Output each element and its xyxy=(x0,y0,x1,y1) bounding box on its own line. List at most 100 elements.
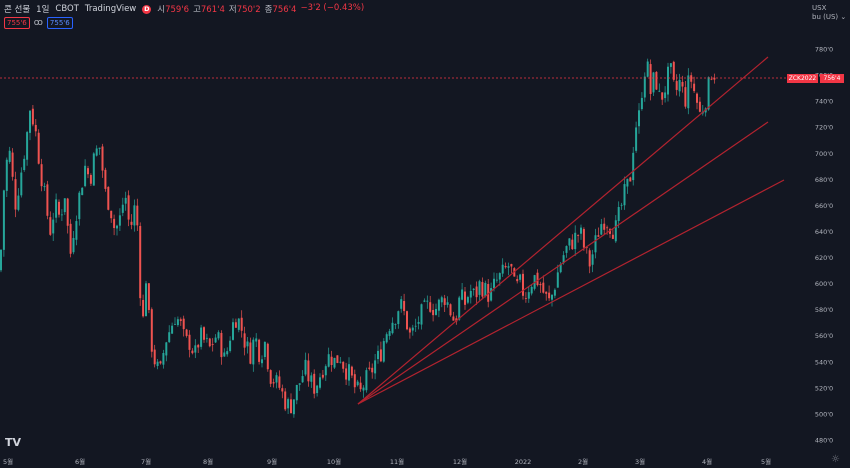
candle-body xyxy=(34,124,37,132)
candle-body xyxy=(194,345,197,353)
buy-button[interactable]: 755'6 xyxy=(46,17,73,29)
candle-body xyxy=(643,76,646,98)
candle-body xyxy=(553,289,556,296)
candle-body xyxy=(287,399,290,409)
y-tick-label: 560'0 xyxy=(815,332,833,340)
candle-body xyxy=(461,289,464,300)
candle-body xyxy=(638,110,640,127)
settings-icon[interactable]: ☼ xyxy=(831,454,840,465)
candle-body xyxy=(408,328,411,333)
candle-body xyxy=(493,278,495,289)
candle-body xyxy=(58,201,60,215)
candle-body xyxy=(278,376,281,388)
candle-body xyxy=(600,224,603,235)
candle-body xyxy=(255,338,258,342)
candle-body xyxy=(220,332,223,358)
candle-body xyxy=(487,284,490,302)
x-tick-label: 5월 xyxy=(761,457,771,466)
candle-body xyxy=(516,279,519,282)
candle-body xyxy=(200,327,203,347)
candle-body xyxy=(240,317,243,331)
candle-body xyxy=(14,179,17,210)
candle-body xyxy=(345,368,348,380)
candle-body xyxy=(298,383,301,385)
sell-button[interactable]: 755'6 xyxy=(4,17,30,29)
candle-body xyxy=(464,291,466,305)
y-tick-label: 600'0 xyxy=(815,280,833,288)
y-tick-label: 780'0 xyxy=(815,46,833,54)
candle-body xyxy=(316,385,319,394)
candle-body xyxy=(342,361,345,369)
candle-body xyxy=(574,232,577,250)
x-tick-label: 11월 xyxy=(390,457,404,466)
candle-body xyxy=(577,235,580,236)
glasses-icon[interactable]: ꝏ xyxy=(33,18,43,28)
candle-body xyxy=(629,177,632,182)
candle-body xyxy=(669,63,672,67)
candle-body xyxy=(0,249,2,271)
candle-body xyxy=(139,226,142,299)
trendline-2[interactable] xyxy=(357,121,769,405)
x-tick-label: 2월 xyxy=(578,457,588,466)
candle-body xyxy=(313,373,316,394)
candle-body xyxy=(92,153,95,186)
trade-buttons: 755'6 ꝏ 755'6 xyxy=(4,17,73,29)
trendline-1[interactable] xyxy=(357,56,769,405)
candle-body xyxy=(2,190,5,250)
x-tick-label: 3월 xyxy=(635,457,645,466)
candle-body xyxy=(145,283,147,317)
candle-body xyxy=(60,214,63,216)
candle-body xyxy=(266,343,269,370)
candle-body xyxy=(478,281,481,295)
ohlc-values: 시759'6 고761'4 저750'2 종756'4 −3'2 (−0.43%… xyxy=(157,3,365,15)
candle-body xyxy=(118,215,121,226)
candle-body xyxy=(321,374,324,378)
candle-body xyxy=(368,367,371,369)
candle-body xyxy=(188,334,191,350)
x-tick-label: 2022 xyxy=(515,458,532,466)
candle-body xyxy=(324,366,327,376)
trendline-3[interactable] xyxy=(357,179,785,405)
y-tick-label: 480'0 xyxy=(815,437,833,445)
candle-body xyxy=(179,319,182,321)
x-tick-label: 9월 xyxy=(267,457,277,466)
candle-body xyxy=(658,90,661,92)
candle-body xyxy=(243,333,246,348)
candle-body xyxy=(174,323,176,325)
indicator-dot[interactable]: D xyxy=(142,4,152,14)
x-tick-label: 8월 xyxy=(203,457,213,466)
candle-body xyxy=(49,217,52,235)
candle-body xyxy=(452,316,455,321)
tradingview-logo[interactable]: TV xyxy=(5,436,22,449)
candle-body xyxy=(377,350,379,360)
candle-body xyxy=(301,376,304,383)
candle-body xyxy=(107,186,110,210)
candle-body xyxy=(713,77,716,80)
candle-body xyxy=(43,186,46,188)
candle-body xyxy=(568,238,571,246)
candle-body xyxy=(171,325,174,334)
candle-body xyxy=(78,192,81,220)
candle-body xyxy=(530,286,533,294)
candle-body xyxy=(690,75,693,82)
candle-body xyxy=(472,288,475,290)
candle-body xyxy=(391,322,394,334)
candle-body xyxy=(350,366,353,376)
candle-body xyxy=(5,159,8,191)
axis-unit[interactable]: USX bu (US) ⌄ xyxy=(812,4,846,22)
candle-body xyxy=(490,288,493,301)
y-tick-label: 660'0 xyxy=(815,202,833,210)
candle-body xyxy=(292,399,295,415)
candle-body xyxy=(417,321,420,324)
last-price-label: 756'4 xyxy=(820,74,844,83)
y-tick-label: 500'0 xyxy=(815,410,833,418)
x-tick-label: 7월 xyxy=(141,457,151,466)
interval-label[interactable]: 1일 xyxy=(36,5,50,15)
candle-body xyxy=(498,273,501,280)
candle-body xyxy=(258,339,261,362)
candle-body xyxy=(319,377,321,388)
symbol-title[interactable]: 콘 선물 xyxy=(4,5,31,15)
candle-body xyxy=(591,254,594,265)
candle-body xyxy=(72,237,75,253)
